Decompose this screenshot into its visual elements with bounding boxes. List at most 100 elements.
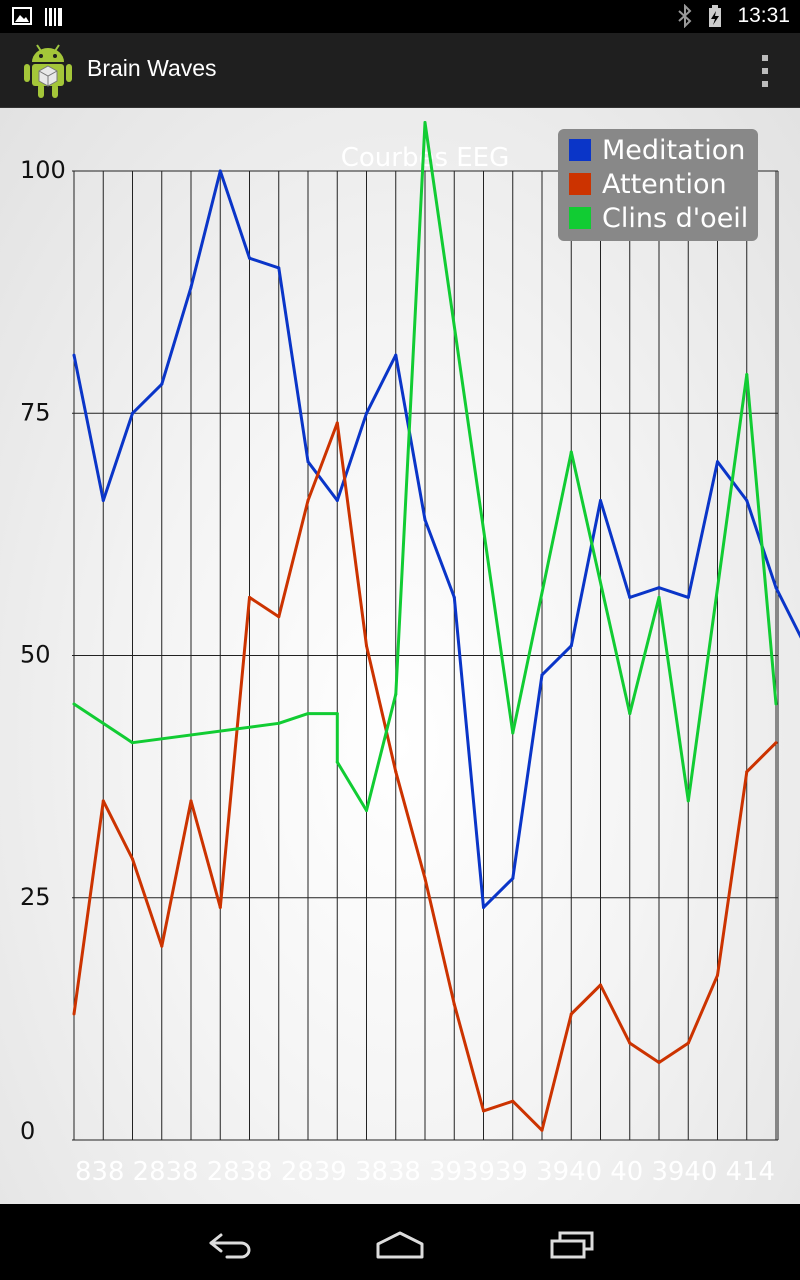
data-point (482, 905, 485, 909)
data-point (306, 460, 310, 464)
bluetooth-icon (678, 4, 692, 28)
data-point (365, 809, 368, 813)
legend-label: Clins d'oeil (602, 203, 748, 234)
data-point (131, 857, 134, 861)
data-point (716, 973, 719, 977)
x-tick-labels: 838 2838 2838 2839 3838 393939 3940 40 3… (75, 1157, 775, 1187)
data-point (72, 353, 76, 357)
barcode-icon (45, 8, 62, 26)
data-point (452, 595, 456, 599)
legend-label: Attention (602, 169, 727, 200)
data-point (394, 353, 398, 357)
data-point (423, 876, 427, 880)
back-button[interactable] (200, 1225, 260, 1265)
data-point (335, 760, 339, 764)
data-point (745, 372, 749, 376)
data-point (569, 644, 573, 648)
home-button[interactable] (370, 1225, 430, 1265)
status-bar: 13:31 (0, 0, 800, 33)
data-point (511, 876, 515, 880)
legend-box (558, 129, 758, 241)
recent-apps-button[interactable] (541, 1225, 601, 1265)
data-point (511, 1099, 515, 1103)
data-point (657, 595, 661, 599)
action-bar: Brain Waves (0, 33, 800, 108)
data-point (306, 498, 310, 502)
data-point (160, 382, 164, 386)
legend-swatch (569, 173, 591, 195)
data-point (686, 799, 690, 803)
y-tick-label: 25 (20, 883, 51, 911)
y-tick-label: 75 (20, 398, 51, 426)
app-title: Brain Waves (87, 55, 217, 81)
data-point (277, 266, 281, 270)
data-point (716, 460, 719, 464)
battery-charging-icon (709, 5, 722, 27)
y-tick-label: 50 (20, 641, 51, 669)
data-point (540, 1128, 544, 1132)
data-point (101, 498, 105, 502)
status-right-icons: 13:31 (677, 4, 790, 28)
data-point (686, 595, 690, 599)
data-point (745, 770, 749, 774)
data-point (306, 712, 310, 716)
image-icon (12, 7, 32, 25)
legend-swatch (569, 207, 591, 229)
data-point (101, 799, 105, 803)
y-tick-label: 0 (20, 1117, 35, 1145)
data-point (657, 1060, 661, 1064)
data-point (189, 285, 193, 289)
data-point (277, 721, 281, 725)
data-point (365, 411, 368, 415)
data-point (628, 712, 632, 716)
data-point (569, 1012, 573, 1016)
data-point (72, 1012, 76, 1016)
data-point (657, 586, 661, 590)
data-point (540, 673, 544, 677)
data-point (131, 741, 134, 745)
data-point (248, 595, 251, 599)
recent-apps-icon (550, 1231, 594, 1259)
data-point (599, 498, 602, 502)
series-line-0 (72, 169, 800, 909)
data-point (628, 1041, 632, 1045)
back-icon (209, 1233, 251, 1259)
clock-time: 13:31 (737, 4, 790, 27)
data-point (365, 644, 368, 648)
data-point (335, 498, 339, 502)
data-point (189, 799, 193, 803)
navigation-bar (0, 1205, 800, 1280)
data-point (160, 944, 164, 948)
android-robot-icon[interactable] (22, 40, 74, 100)
data-point (423, 121, 427, 125)
data-point (745, 498, 749, 502)
data-point (394, 770, 398, 774)
status-left-icons (12, 7, 64, 27)
data-point (218, 169, 222, 173)
chart-area: 0 25 50 75 100 Courbes EEG 838 2838 2838 2839 … (0, 108, 800, 1204)
data-point (599, 983, 602, 987)
data-point (218, 905, 222, 909)
data-point (72, 702, 76, 706)
data-point (774, 702, 778, 706)
data-point (335, 421, 339, 425)
data-point (569, 450, 573, 454)
legend-label: Meditation (602, 135, 745, 166)
data-point (394, 692, 398, 696)
data-point (277, 615, 281, 619)
data-point (452, 1002, 456, 1006)
data-point (628, 595, 632, 599)
home-icon (376, 1231, 424, 1259)
data-point (423, 518, 427, 522)
data-point (335, 712, 339, 716)
series-line-2 (73, 121, 778, 812)
data-point (482, 1109, 485, 1113)
data-point (511, 731, 515, 735)
data-point (686, 1041, 690, 1045)
data-point (774, 741, 778, 745)
data-point (774, 586, 778, 590)
overflow-menu-icon[interactable] (760, 55, 770, 87)
data-point (131, 411, 134, 415)
data-point (248, 256, 251, 260)
